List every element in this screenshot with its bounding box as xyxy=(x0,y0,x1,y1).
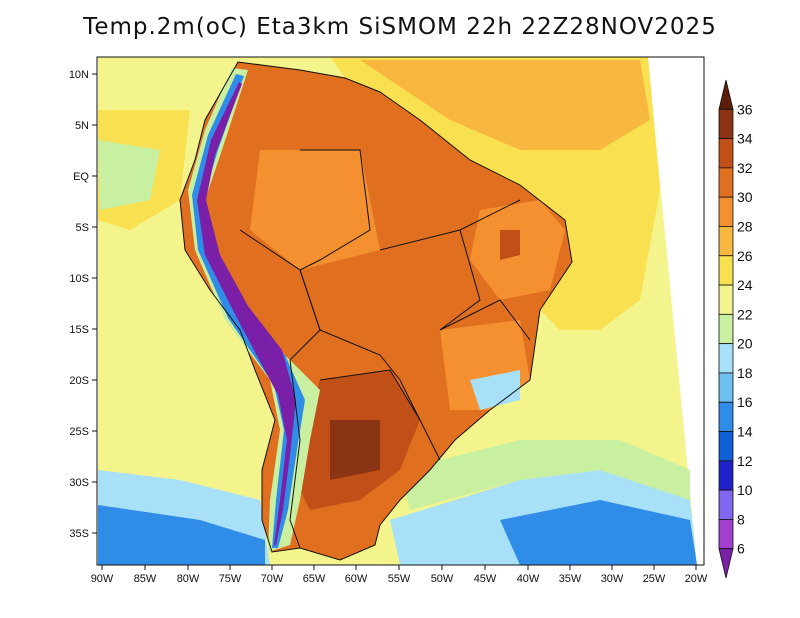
colorbar-segment xyxy=(718,108,734,139)
colorbar-label: 20 xyxy=(737,336,753,352)
colorbar-label: 14 xyxy=(737,424,753,440)
map-area xyxy=(98,57,697,565)
colorbar-label: 32 xyxy=(737,160,753,176)
colorbar-label: 34 xyxy=(737,131,753,147)
colorbar-label: 6 xyxy=(737,541,745,557)
lon-tick: 85W xyxy=(134,573,157,585)
lat-tick: 15S xyxy=(69,324,89,336)
colorbar-segment xyxy=(718,431,734,462)
lat-tick: 25S xyxy=(69,426,89,438)
colorbar-label: 26 xyxy=(737,248,753,264)
andes-purple-band xyxy=(197,82,296,545)
colorbar-label: 36 xyxy=(737,101,753,117)
lat-tick: 5N xyxy=(75,120,89,132)
lon-tick: 20W xyxy=(685,573,708,585)
lat-tick: 20S xyxy=(69,375,89,387)
land-hot-northeast-core xyxy=(500,230,520,260)
border-paraguay xyxy=(319,369,421,421)
lon-tick: 50W xyxy=(431,573,454,585)
colorbar-segment xyxy=(718,196,734,227)
colorbar-segment xyxy=(718,548,734,579)
continent-outline xyxy=(179,61,573,561)
colorbar-segment xyxy=(718,401,734,432)
lat-tick: 35S xyxy=(69,528,89,540)
colorbar-segment xyxy=(718,284,734,315)
colorbar-label: 12 xyxy=(737,453,753,469)
colorbar-segment xyxy=(718,226,734,257)
colorbar-segment xyxy=(718,343,734,374)
colorbar-label: 24 xyxy=(737,277,753,293)
country-borders xyxy=(179,61,573,561)
land-darkest-south xyxy=(330,420,380,480)
colorbar-label: 22 xyxy=(737,306,753,322)
lat-tick: 10N xyxy=(69,69,89,81)
border-argentina-chile xyxy=(289,359,301,549)
lon-tick: 70W xyxy=(261,573,284,585)
lon-tick: 65W xyxy=(303,573,326,585)
lon-tick: 55W xyxy=(388,573,411,585)
colorbar-label: 16 xyxy=(737,394,753,410)
colorbar: 6 8 10 12 14 16 18 20 22 24 26 28 30 32 34 36 xyxy=(718,79,753,579)
colorbar-label: 10 xyxy=(737,482,753,498)
colorbar-segment xyxy=(718,313,734,345)
colorbar-segment xyxy=(718,460,734,491)
map-title: Temp.2m(oC) Eta3km SiSMOM 22h 22Z28NOV20… xyxy=(83,14,717,40)
colorbar-segment xyxy=(718,489,734,520)
colorbar-segment xyxy=(718,138,734,169)
ocean-green-pacific xyxy=(98,140,160,210)
lat-axis: 10N 5N EQ 5S 10S 15S 20S 25S 30S 35S xyxy=(69,69,97,540)
ocean-colder-southeast xyxy=(500,500,697,565)
colorbar-label: 8 xyxy=(737,511,745,527)
lon-tick: 60W xyxy=(345,573,368,585)
lat-tick: 5S xyxy=(76,222,89,234)
colorbar-segment xyxy=(718,255,734,286)
lat-tick: 10S xyxy=(69,273,89,285)
colorbar-segment xyxy=(718,79,734,110)
land-cool-coast xyxy=(470,370,520,410)
border-peru-bolivia xyxy=(239,229,321,361)
lon-tick: 25W xyxy=(643,573,666,585)
lon-axis: 90W 85W 80W 75W 70W 65W 60W 55W 50W 45W … xyxy=(91,565,708,585)
colorbar-label: 18 xyxy=(737,365,753,381)
lat-tick: EQ xyxy=(73,171,89,183)
lat-tick: 30S xyxy=(69,477,89,489)
lon-tick: 45W xyxy=(474,573,497,585)
colorbar-label: 28 xyxy=(737,218,753,234)
map-frame xyxy=(96,56,705,566)
lon-tick: 40W xyxy=(517,573,540,585)
colorbar-segment xyxy=(718,372,734,403)
colorbar-segment xyxy=(718,519,734,550)
land-amazon-warm xyxy=(250,150,380,270)
lon-tick: 75W xyxy=(219,573,242,585)
ocean-hot-atlantic xyxy=(360,60,650,150)
lon-tick: 80W xyxy=(177,573,200,585)
border-states-3 xyxy=(439,299,531,341)
ocean-green-south xyxy=(400,440,690,510)
border-states-1 xyxy=(379,229,481,331)
colorbar-label: 30 xyxy=(737,189,753,205)
lon-tick: 90W xyxy=(91,573,114,585)
border-states-2 xyxy=(459,199,521,231)
ocean-colder-south xyxy=(98,505,265,565)
lon-tick: 30W xyxy=(601,573,624,585)
lon-tick: 35W xyxy=(559,573,582,585)
colorbar-segment xyxy=(718,167,734,198)
